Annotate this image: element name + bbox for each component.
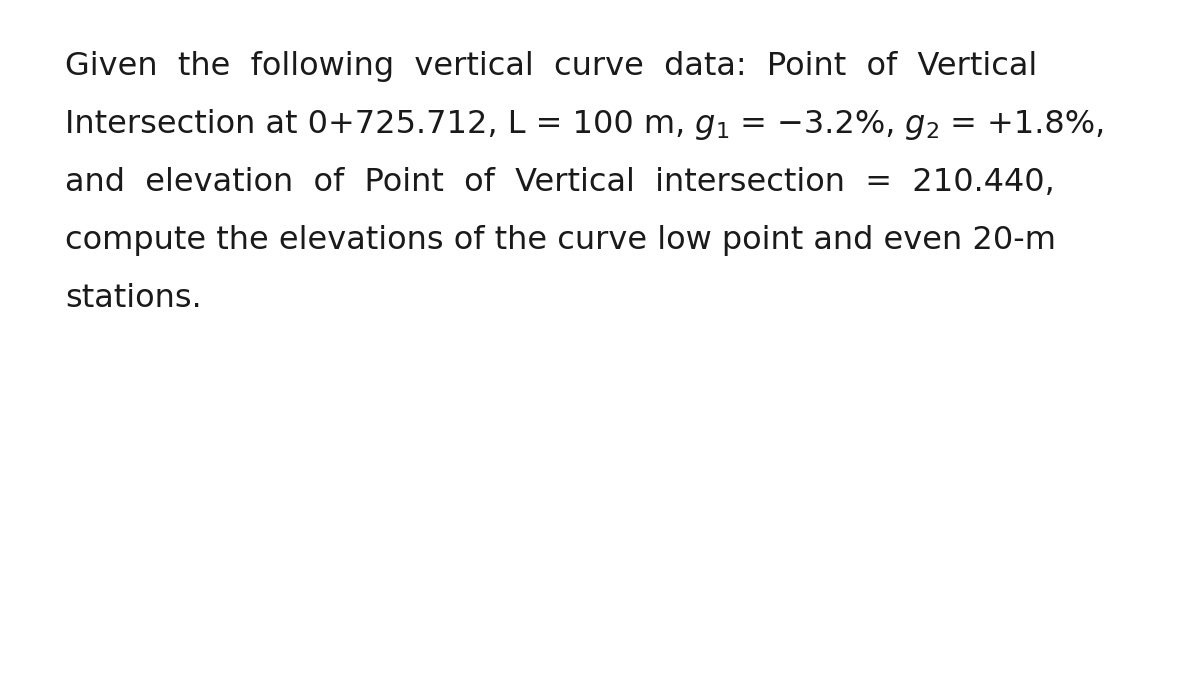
Text: = +1.8%,: = +1.8%, [940,109,1105,140]
Text: = −3.2%,: = −3.2%, [730,109,905,140]
Text: g: g [695,109,715,140]
Text: and  elevation  of  Point  of  Vertical  intersection  =  210.440,: and elevation of Point of Vertical inter… [65,167,1055,198]
Text: compute the elevations of the curve low point and even 20-m: compute the elevations of the curve low … [65,225,1056,256]
Text: Given  the  following  vertical  curve  data:  Point  of  Vertical: Given the following vertical curve data:… [65,51,1037,82]
Text: 1: 1 [715,122,730,142]
Text: 2: 2 [925,122,940,142]
Text: stations.: stations. [65,283,202,314]
Text: Intersection at 0+725.712, L = 100 m,: Intersection at 0+725.712, L = 100 m, [65,109,695,140]
Text: g: g [905,109,925,140]
